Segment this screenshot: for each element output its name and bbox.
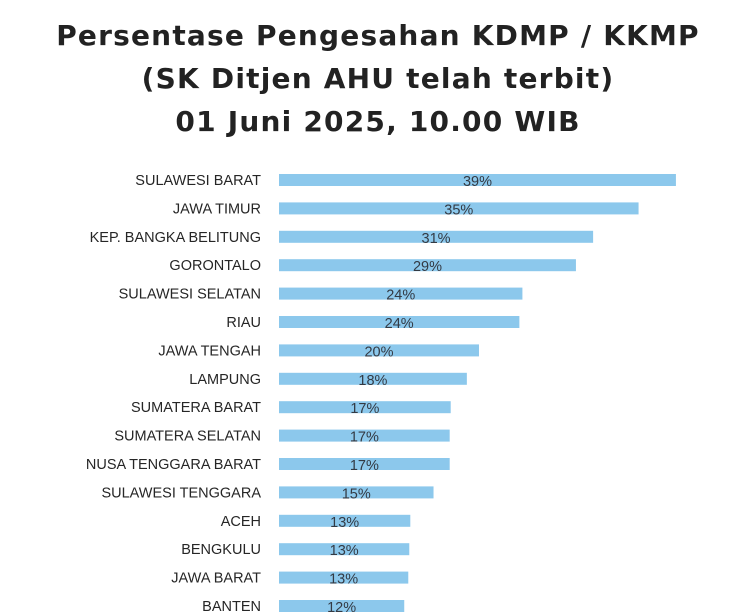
category-label: GORONTALO [169,258,261,274]
category-label: SULAWESI SELATAN [119,287,261,303]
bar [279,287,523,300]
category-label: JAWA BARAT [171,571,261,587]
bar [279,429,450,442]
category-label: LAMPUNG [189,372,261,388]
bar [279,202,639,215]
bar [279,344,479,357]
data-label: 13% [330,515,359,531]
data-label: 39% [463,174,492,190]
bar [279,571,409,584]
data-label: 31% [422,231,451,247]
bar [279,259,576,272]
title-line-2: (SK Ditjen AHU telah terbit) [141,62,615,95]
data-label: 13% [330,543,359,559]
bar [279,543,410,556]
category-label: RIAU [226,315,261,331]
category-label: KEP. BANGKA BELITUNG [90,230,261,246]
title-line-1: Persentase Pengesahan KDMP / KKMP [56,19,700,52]
data-label: 24% [386,288,415,304]
bar [279,514,411,527]
category-label: BENGKULU [181,542,261,558]
data-label: 35% [444,202,473,218]
category-label: BANTEN [202,599,261,612]
category-label: NUSA TENGGARA BARAT [86,457,261,473]
data-label: 24% [385,316,414,332]
category-label: JAWA TIMUR [173,201,261,217]
data-label: 17% [350,458,379,474]
bar [279,372,467,385]
data-label: 13% [329,572,358,588]
category-label: JAWA TENGAH [158,343,261,359]
bar [279,316,520,328]
bar [279,174,676,186]
data-label: 15% [342,486,371,502]
bar [279,600,405,612]
bar [279,486,434,499]
bar [279,230,594,243]
data-label: 17% [350,401,379,417]
category-label: SUMATERA BARAT [131,400,261,416]
data-label: 29% [413,259,442,275]
bar [279,458,450,470]
chart-title: Persentase Pengesahan KDMP / KKMP (SK Di… [0,14,736,143]
category-label: SULAWESI BARAT [135,173,261,189]
category-label: SUMATERA SELATAN [114,429,261,445]
data-label: 18% [358,373,387,389]
data-label: 20% [364,344,393,360]
category-label: SULAWESI TENGGARA [101,485,261,501]
title-line-3: 01 Juni 2025, 10.00 WIB [175,105,581,138]
bar [279,401,451,414]
data-label: 12% [327,600,356,612]
category-label: ACEH [221,514,261,530]
data-label: 17% [350,430,379,446]
